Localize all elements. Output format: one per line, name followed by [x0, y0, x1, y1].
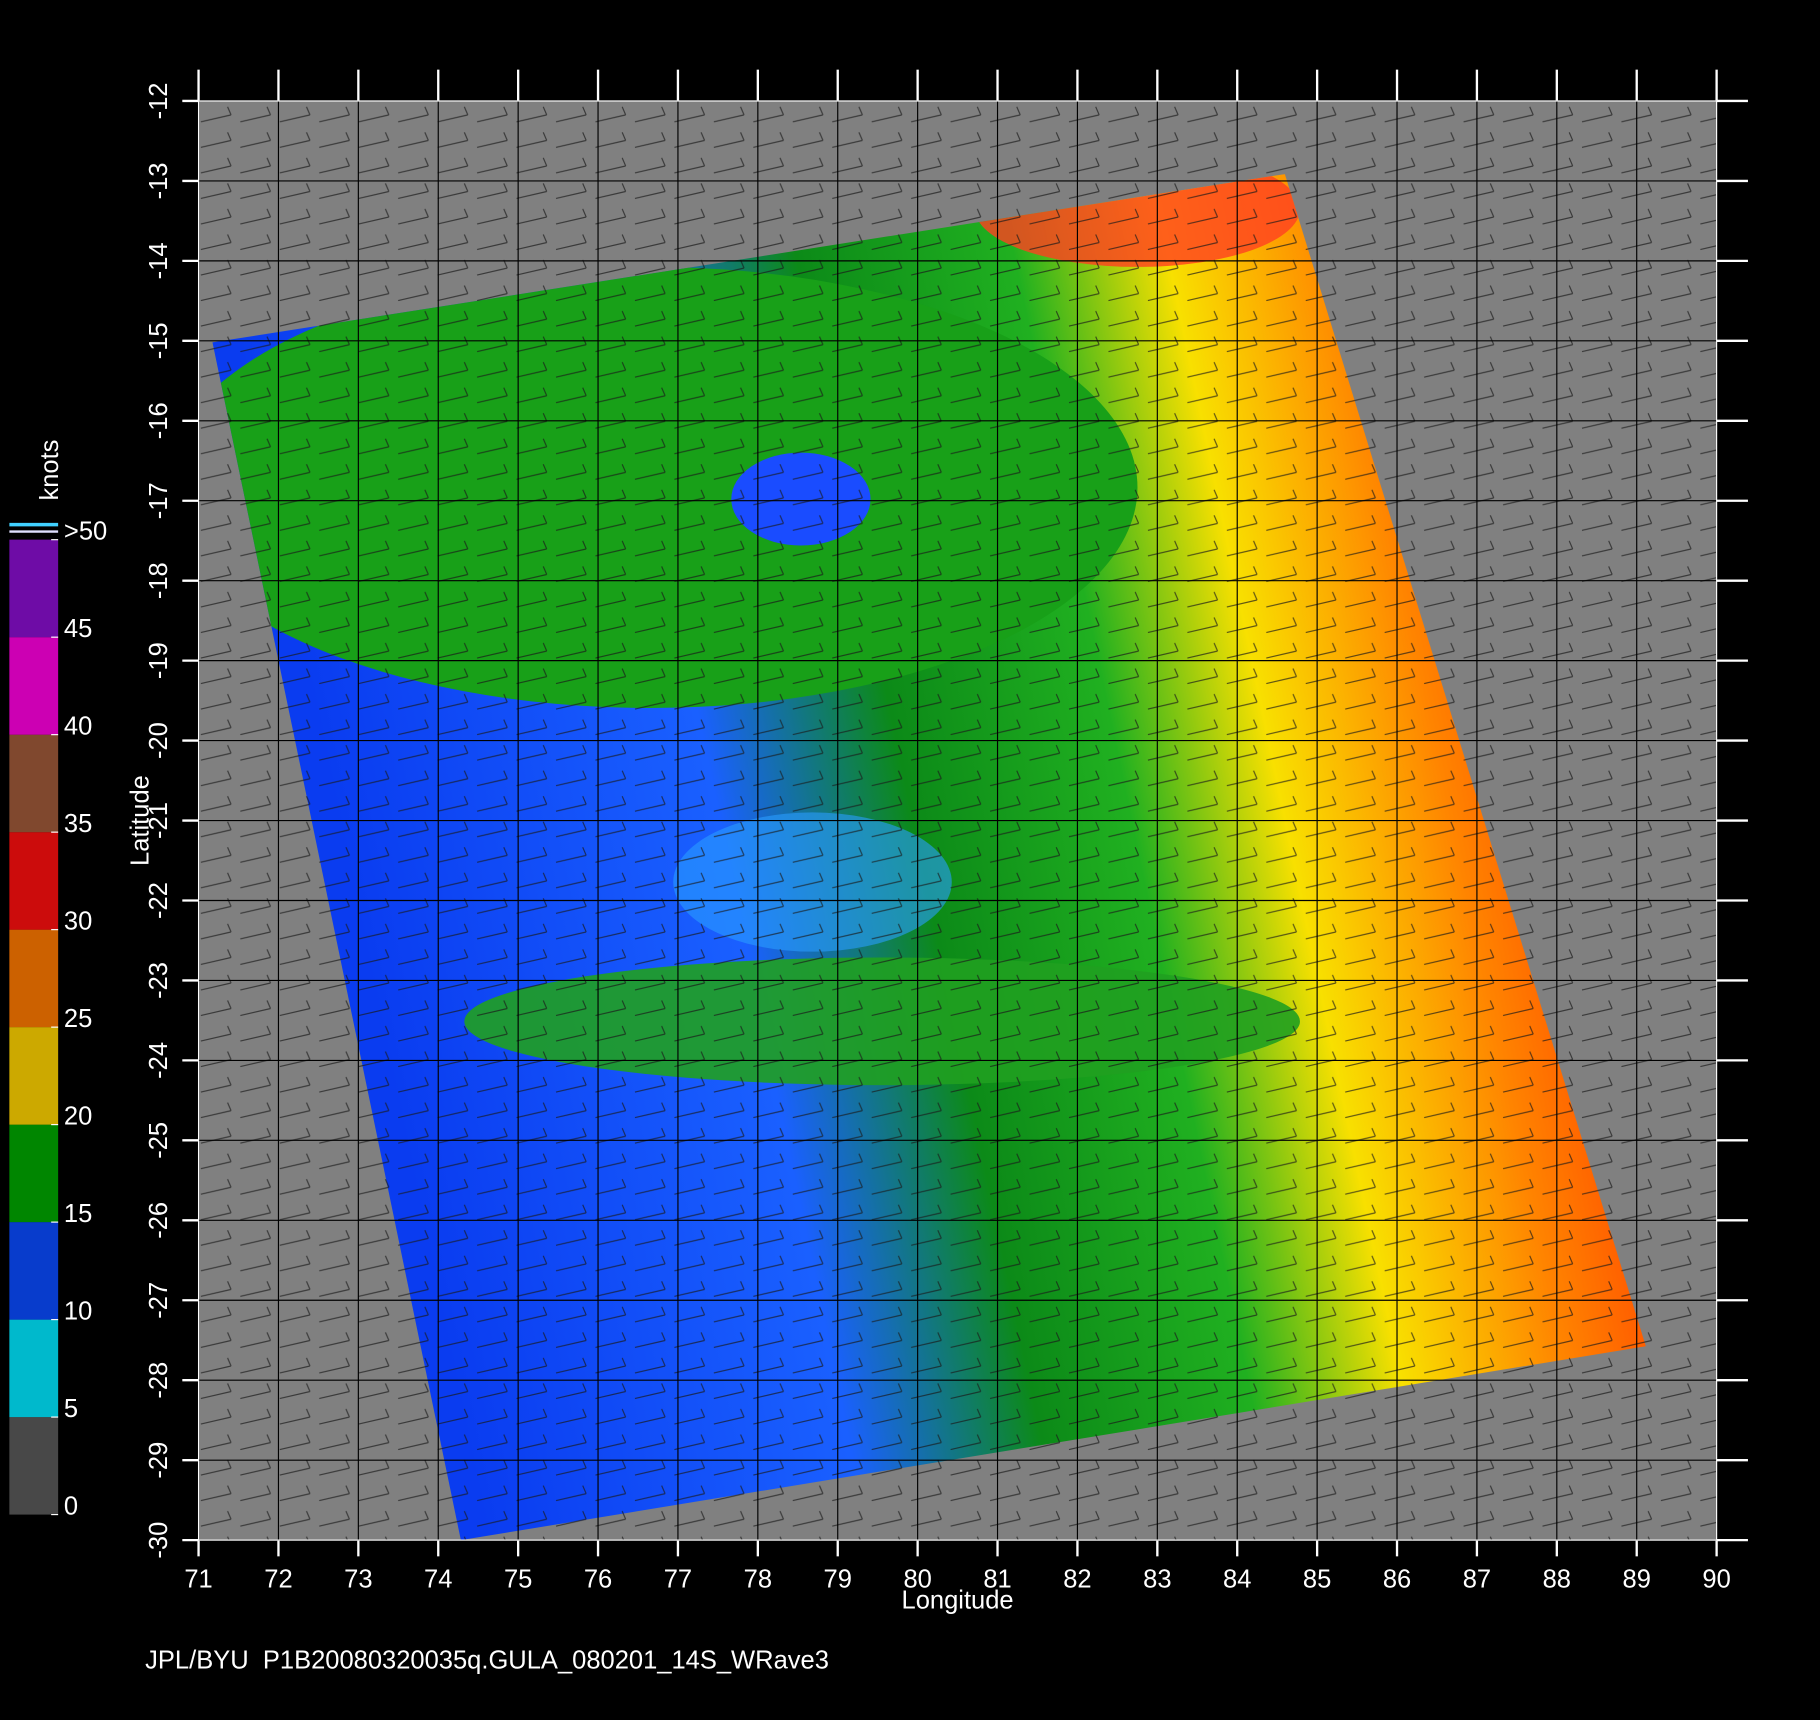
x-tick-label: 88 [1543, 1565, 1571, 1593]
y-axis-label: Latitude [126, 775, 154, 866]
y-tick-label: -22 [145, 882, 173, 919]
axes: 71 72 73 74 75 76 77 78 79 80 81 82 83 84 85 86 87 88 89 90… [145, 69, 1748, 1593]
y-tick-label: -29 [145, 1442, 173, 1479]
colorbar-shade [9, 539, 59, 638]
y-tick-label: -28 [145, 1362, 173, 1399]
colorbar-tick-label: 45 [64, 615, 92, 643]
y-tick-label: -23 [145, 962, 173, 999]
colorbar-shade [9, 929, 59, 1028]
x-tick-label: 79 [824, 1565, 852, 1593]
colorbar-segment [9, 637, 59, 735]
x-tick-label: 78 [744, 1565, 772, 1593]
colorbar-tick-label: >50 [64, 517, 107, 545]
colorbar-shade [9, 1222, 59, 1320]
y-tick-label: -20 [145, 722, 173, 759]
y-tick-label: -24 [145, 1042, 173, 1079]
colorbar-segment [9, 1319, 59, 1418]
y-tick-label: -15 [145, 322, 173, 359]
colorbar-label: knots [36, 440, 64, 501]
x-tick-label: 82 [1063, 1565, 1091, 1593]
x-tick-label: 83 [1143, 1565, 1171, 1593]
y-tick-label: -30 [145, 1522, 173, 1559]
colorbar-shade [9, 734, 59, 833]
y-tick-label: -13 [145, 162, 173, 199]
y-tick-label: -25 [145, 1122, 173, 1159]
colorbar-shade [9, 1124, 59, 1223]
y-tick-label: -18 [145, 562, 173, 599]
colorbar-tick-label: 15 [64, 1200, 92, 1228]
colorbar-tick-label: 20 [64, 1102, 92, 1130]
colorbar-segment [9, 1124, 59, 1223]
colorbar-shade [9, 832, 59, 930]
colorbar-segment [9, 1027, 59, 1125]
colorbar: 0 5 10 15 20 25 30 35 40 45 >50 [9, 517, 107, 1520]
colorbar-tick-label: 10 [64, 1297, 92, 1325]
x-tick-label: 76 [584, 1565, 612, 1593]
x-tick-label: 75 [504, 1565, 532, 1593]
colorbar-segment [9, 1222, 59, 1320]
y-tick-label: -17 [145, 482, 173, 519]
colorbar-segment [9, 1417, 59, 1515]
x-tick-label: 73 [344, 1565, 372, 1593]
y-tick-label: -21 [145, 802, 173, 839]
x-tick-label: 87 [1463, 1565, 1491, 1593]
colorbar-shade [9, 1027, 59, 1125]
x-tick-label: 85 [1303, 1565, 1331, 1593]
colorbar-tick-label: 30 [64, 907, 92, 935]
x-tick-label: 72 [264, 1565, 292, 1593]
colorbar-segment [9, 929, 59, 1028]
x-tick-label: 86 [1383, 1565, 1411, 1593]
colorbar-tick-label: 35 [64, 810, 92, 838]
y-tick-label: -26 [145, 1202, 173, 1239]
y-tick-label: -14 [145, 242, 173, 279]
colorbar-segment [9, 539, 59, 638]
x-tick-label: 84 [1223, 1565, 1251, 1593]
colorbar-tick-label: 40 [64, 712, 92, 740]
plot-frame [197, 100, 1718, 1541]
x-tick-label: 89 [1623, 1565, 1651, 1593]
colorbar-segment [9, 734, 59, 833]
x-tick-label: 77 [664, 1565, 692, 1593]
colorbar-shade [9, 637, 59, 735]
footer: JPL/BYU P1B20080320035q.GULA_080201_14S_… [145, 1647, 829, 1675]
x-tick-label: 90 [1702, 1565, 1730, 1593]
colorbar-tick-label: 0 [64, 1492, 78, 1520]
colorbar-tick-label: 5 [64, 1395, 78, 1423]
y-tick-label: -16 [145, 402, 173, 439]
x-tick-label: 71 [184, 1565, 212, 1593]
colorbar-shade [9, 1319, 59, 1418]
y-tick-label: -19 [145, 642, 173, 679]
x-axis-label: Longitude [902, 1586, 1014, 1614]
colorbar-shade [9, 1417, 59, 1515]
colorbar-tick-label: 25 [64, 1005, 92, 1033]
y-tick-label: -27 [145, 1282, 173, 1319]
x-tick-label: 74 [424, 1565, 452, 1593]
x-tick-label: 80 [903, 1565, 931, 1593]
colorbar-segment [9, 832, 59, 930]
x-tick-label: 81 [983, 1565, 1011, 1593]
y-tick-label: -12 [145, 83, 173, 120]
